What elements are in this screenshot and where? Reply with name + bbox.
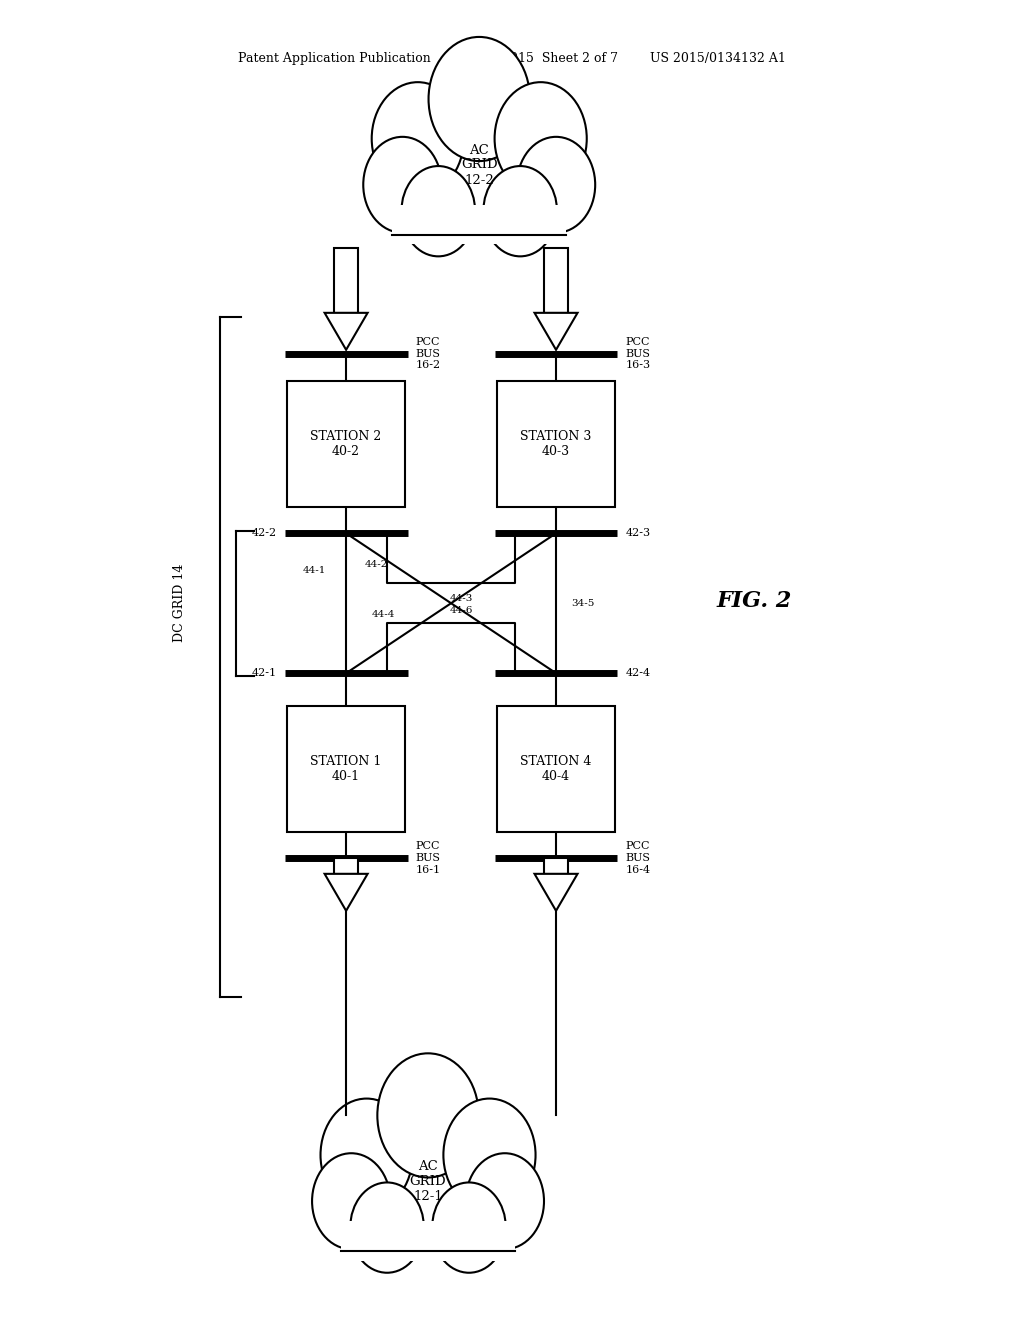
Text: PCC
BUS
16-2: PCC BUS 16-2 bbox=[416, 337, 441, 371]
Polygon shape bbox=[544, 248, 568, 313]
Text: 42-4: 42-4 bbox=[626, 668, 651, 678]
Ellipse shape bbox=[312, 1154, 390, 1249]
Ellipse shape bbox=[321, 1098, 413, 1212]
Polygon shape bbox=[325, 313, 368, 350]
Text: 44-2: 44-2 bbox=[365, 560, 388, 569]
Text: 42-3: 42-3 bbox=[626, 528, 651, 539]
FancyBboxPatch shape bbox=[287, 381, 406, 507]
Bar bbox=[326, 1102, 530, 1261]
Text: AC
GRID
12-1: AC GRID 12-1 bbox=[410, 1160, 446, 1203]
Ellipse shape bbox=[466, 1154, 544, 1249]
Ellipse shape bbox=[429, 37, 530, 161]
FancyBboxPatch shape bbox=[498, 706, 614, 832]
Ellipse shape bbox=[350, 1183, 424, 1272]
Bar bbox=[341, 1221, 515, 1261]
Text: AC
GRID
12-2: AC GRID 12-2 bbox=[461, 144, 498, 186]
Ellipse shape bbox=[495, 82, 587, 195]
FancyBboxPatch shape bbox=[287, 706, 406, 832]
Text: 44-6: 44-6 bbox=[450, 606, 473, 615]
Ellipse shape bbox=[401, 166, 475, 256]
Ellipse shape bbox=[377, 1053, 478, 1177]
Text: STATION 3
40-3: STATION 3 40-3 bbox=[520, 430, 592, 458]
Ellipse shape bbox=[483, 166, 557, 256]
Text: STATION 4
40-4: STATION 4 40-4 bbox=[520, 755, 592, 783]
Text: PCC
BUS
16-3: PCC BUS 16-3 bbox=[626, 337, 651, 371]
Text: Patent Application Publication    May 14, 2015  Sheet 2 of 7        US 2015/0134: Patent Application Publication May 14, 2… bbox=[238, 51, 786, 65]
FancyBboxPatch shape bbox=[498, 381, 614, 507]
Ellipse shape bbox=[517, 137, 595, 232]
Polygon shape bbox=[334, 248, 358, 313]
Text: DC GRID 14: DC GRID 14 bbox=[173, 564, 185, 643]
Bar bbox=[377, 86, 582, 244]
Text: 42-1: 42-1 bbox=[251, 668, 276, 678]
Text: 44-3: 44-3 bbox=[450, 594, 473, 603]
Text: 44-4: 44-4 bbox=[372, 610, 395, 619]
Ellipse shape bbox=[364, 137, 441, 232]
Text: 34-5: 34-5 bbox=[571, 599, 595, 607]
Polygon shape bbox=[535, 313, 578, 350]
Ellipse shape bbox=[443, 1098, 536, 1212]
Text: PCC
BUS
16-4: PCC BUS 16-4 bbox=[626, 841, 651, 875]
Ellipse shape bbox=[372, 82, 464, 195]
Text: STATION 1
40-1: STATION 1 40-1 bbox=[310, 755, 382, 783]
Polygon shape bbox=[325, 874, 368, 911]
Text: 44-1: 44-1 bbox=[302, 566, 326, 574]
Polygon shape bbox=[535, 874, 578, 911]
Text: STATION 2
40-2: STATION 2 40-2 bbox=[310, 430, 382, 458]
Polygon shape bbox=[544, 858, 568, 874]
Text: 42-2: 42-2 bbox=[251, 528, 276, 539]
Text: FIG. 2: FIG. 2 bbox=[717, 590, 793, 611]
Ellipse shape bbox=[432, 1183, 506, 1272]
Text: PCC
BUS
16-1: PCC BUS 16-1 bbox=[416, 841, 441, 875]
Polygon shape bbox=[334, 858, 358, 874]
Bar bbox=[392, 205, 566, 244]
